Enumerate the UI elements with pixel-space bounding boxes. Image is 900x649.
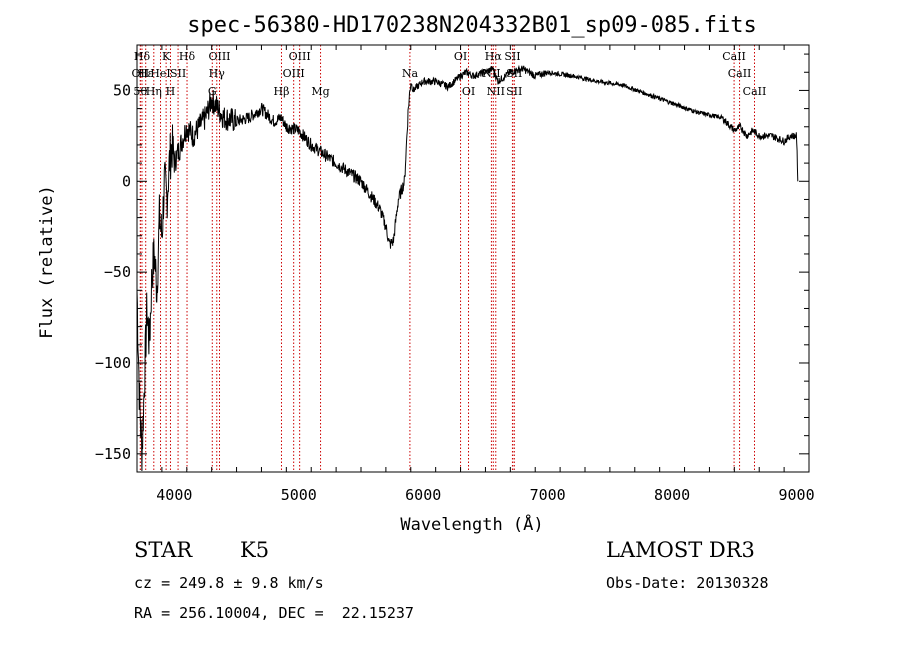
- spectral-line-label: SII: [170, 67, 186, 80]
- x-tick-label: 9000: [778, 486, 814, 504]
- y-tick-label: −100: [95, 354, 131, 372]
- spectral-line-label: Hδ: [179, 50, 196, 63]
- spectral-line-label: Hγ: [209, 67, 226, 80]
- survey-name: LAMOST DR3: [606, 538, 755, 562]
- spectral-line-label: G: [208, 85, 217, 98]
- spectral-line-label: OII: [132, 67, 150, 80]
- y-tick-label: −150: [95, 445, 131, 463]
- x-tick-label: 7000: [530, 486, 566, 504]
- chart-title: spec-56380-HD170238N204332B01_sp09-085.f…: [187, 13, 757, 38]
- x-tick-label: 6000: [405, 486, 441, 504]
- y-axis-ticks: −150 −100 −50 0 50: [95, 53, 809, 473]
- redshift-velocity: cz = 249.8 ± 9.8 km/s: [134, 574, 324, 592]
- object-subclass: K5: [240, 538, 270, 562]
- y-tick-label: 50: [113, 81, 131, 99]
- x-axis-ticks: 4000 5000 6000 7000 8000 9000: [136, 45, 815, 504]
- spectral-line-label: SII: [504, 50, 520, 63]
- y-tick-label: −50: [104, 263, 131, 281]
- spectral-line-label: SII: [506, 85, 522, 98]
- x-tick-label: 8000: [654, 486, 690, 504]
- object-class: STAR: [134, 538, 193, 562]
- spectral-line-label: Hη: [146, 85, 162, 98]
- spectral-line-label: CaII: [743, 85, 767, 98]
- observation-date: Obs-Date: 20130328: [606, 574, 769, 592]
- spectral-line-label: Hβ: [274, 85, 290, 98]
- spectral-line-label: Hδ: [134, 50, 151, 63]
- spectrum-series-line: [136, 64, 799, 472]
- spectral-line-label: SII: [506, 67, 522, 80]
- spectral-line-label: OI: [454, 50, 467, 63]
- spectral-line-label: CaII: [722, 50, 746, 63]
- spectral-line-label: Mg: [311, 85, 329, 98]
- spectral-line-markers: [139, 45, 755, 472]
- y-axis-label: Flux (relative): [37, 185, 57, 339]
- plot-frame: [136, 44, 810, 473]
- spectral-line-label: OIII: [283, 67, 305, 80]
- spectral-line-label: CaII: [728, 67, 752, 80]
- coordinates: RA = 256.10004, DEC = 22.15237: [134, 604, 414, 622]
- spectral-line-label: NII: [482, 67, 500, 80]
- spectral-line-label: K: [162, 50, 171, 63]
- spectral-line-label: HeI: [150, 67, 170, 80]
- spectral-line-label: Hε: [138, 67, 154, 80]
- x-tick-label: 5000: [281, 486, 317, 504]
- spectral-line-label: Hα: [485, 50, 503, 63]
- spectral-line-label: Na: [402, 67, 419, 80]
- x-tick-label: 4000: [156, 486, 192, 504]
- spectral-line-labels: Hδ OII 50 Hε Hη K HeI H SII Hδ OIII Hγ G Hβ OIII OIII Mg…: [132, 50, 767, 98]
- spectral-line-label: H: [166, 85, 176, 98]
- spectral-line-label: OIII: [208, 50, 230, 63]
- spectral-line-label: 50: [133, 85, 147, 98]
- spectral-line-label: OI: [462, 85, 475, 98]
- spectral-line-label: NII: [487, 85, 505, 98]
- x-axis-label: Wavelength (Å): [400, 513, 543, 535]
- y-tick-label: 0: [122, 172, 131, 190]
- spectral-line-label: OIII: [289, 50, 311, 63]
